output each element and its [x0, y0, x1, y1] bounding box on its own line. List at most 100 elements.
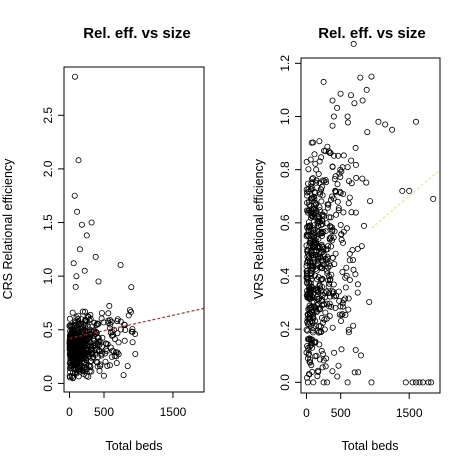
data-point	[350, 40, 357, 47]
data-point	[340, 297, 347, 304]
data-point	[359, 97, 366, 104]
data-point	[337, 190, 344, 197]
data-point	[316, 158, 323, 165]
data-point	[313, 267, 320, 274]
data-point	[305, 186, 312, 193]
data-point	[321, 147, 328, 154]
data-point	[318, 217, 325, 224]
data-point	[76, 320, 83, 327]
data-point	[348, 157, 355, 164]
data-point	[329, 368, 336, 375]
data-point	[320, 291, 327, 298]
y-tick-label-crs: 1.0	[41, 267, 55, 284]
data-point	[93, 322, 100, 329]
data-point	[83, 372, 90, 379]
data-point	[313, 239, 320, 246]
data-point	[351, 369, 358, 376]
data-point	[309, 327, 316, 334]
x-tick-label-vrs: 0	[303, 406, 310, 420]
data-point	[331, 261, 338, 268]
data-point	[320, 301, 327, 308]
points-vrs	[303, 40, 441, 386]
data-point	[345, 326, 352, 333]
data-point	[304, 199, 311, 206]
data-point	[402, 379, 409, 386]
data-point	[335, 207, 342, 214]
data-point	[311, 151, 318, 158]
data-point	[329, 226, 336, 233]
data-point	[318, 328, 325, 335]
data-point	[106, 325, 113, 332]
data-point	[70, 369, 77, 376]
y-axis-label-vrs: VRS Relational efficiency	[252, 158, 266, 299]
data-point	[399, 187, 406, 194]
data-point	[313, 293, 320, 300]
data-point	[316, 207, 323, 214]
data-point	[325, 283, 332, 290]
data-point	[304, 280, 311, 287]
data-point	[324, 270, 331, 277]
data-point	[72, 73, 79, 80]
data-point	[121, 337, 128, 344]
x-axis-label-vrs: Total beds	[342, 439, 399, 453]
data-point	[66, 322, 73, 329]
x-tick-label-vrs: 1500	[396, 406, 423, 420]
data-point	[309, 329, 316, 336]
data-point	[315, 329, 322, 336]
data-point	[359, 175, 366, 182]
data-point	[346, 194, 353, 201]
data-point	[129, 339, 136, 346]
data-point	[82, 317, 89, 324]
data-point	[83, 361, 90, 368]
data-point	[338, 346, 345, 353]
data-point	[83, 335, 90, 342]
y-tick-label-vrs: 0.8	[278, 161, 292, 178]
data-point	[330, 113, 337, 120]
data-point	[304, 253, 311, 260]
data-point	[368, 379, 375, 386]
data-point	[325, 148, 332, 155]
data-point	[310, 193, 317, 200]
data-point	[320, 78, 327, 85]
data-point	[107, 321, 114, 328]
data-point	[68, 373, 75, 380]
data-point	[409, 379, 416, 386]
data-point	[105, 319, 112, 326]
data-point	[87, 339, 94, 346]
data-point	[358, 243, 365, 250]
data-point	[324, 201, 331, 208]
data-point	[93, 340, 100, 347]
data-point	[98, 352, 105, 359]
data-point	[357, 74, 364, 81]
plot-frame-crs	[63, 66, 205, 393]
data-point	[70, 357, 77, 364]
data-point	[325, 277, 332, 284]
data-point	[330, 234, 337, 241]
data-point	[77, 325, 84, 332]
data-point	[335, 288, 342, 295]
data-point	[311, 214, 318, 221]
data-point	[331, 349, 338, 356]
data-point	[363, 86, 370, 93]
data-point	[333, 211, 340, 218]
y-tick-label-vrs: 0.6	[278, 214, 292, 231]
data-point	[121, 321, 128, 328]
data-point	[334, 373, 341, 380]
data-point	[71, 192, 78, 199]
x-tick-label-crs: 500	[94, 405, 114, 419]
data-point	[330, 195, 337, 202]
data-point	[325, 264, 332, 271]
data-point	[81, 267, 88, 274]
data-point	[323, 179, 330, 186]
data-point	[69, 309, 76, 316]
data-point	[304, 290, 311, 297]
y-axis-label-crs: CRS Relational efficiency	[1, 158, 15, 300]
data-point	[322, 290, 329, 297]
data-point	[349, 246, 356, 253]
data-point	[345, 306, 352, 313]
data-point	[330, 281, 337, 288]
data-point	[304, 355, 311, 362]
trend-line-vrs	[371, 169, 441, 229]
data-point	[103, 340, 110, 347]
data-point	[340, 190, 347, 197]
